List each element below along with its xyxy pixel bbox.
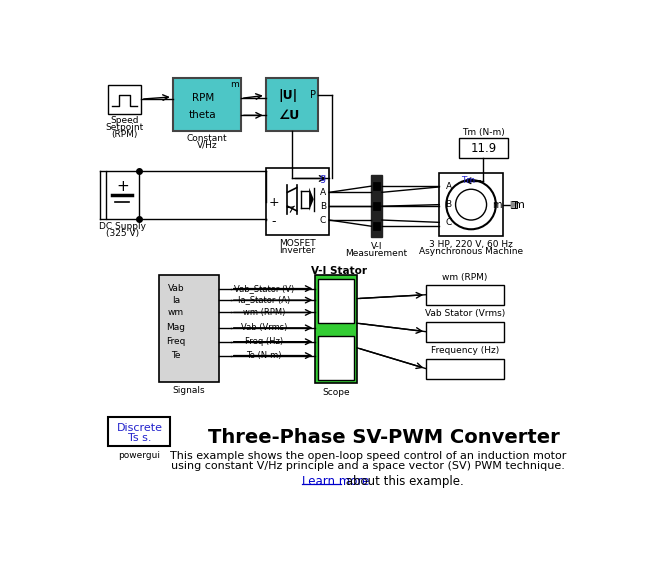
Text: ∠U: ∠U bbox=[278, 109, 299, 122]
Bar bbox=[266, 78, 318, 131]
Text: B: B bbox=[445, 200, 452, 209]
Text: Tm (N-m): Tm (N-m) bbox=[462, 128, 505, 137]
Text: Ia: Ia bbox=[172, 295, 180, 305]
Text: m: m bbox=[492, 200, 501, 210]
Bar bbox=[315, 275, 357, 383]
Text: V/Hz: V/Hz bbox=[196, 141, 217, 150]
Text: 11.9: 11.9 bbox=[471, 142, 497, 155]
Bar bbox=[109, 417, 170, 446]
Text: Learn more: Learn more bbox=[302, 475, 369, 488]
Text: |U|: |U| bbox=[279, 89, 298, 102]
Text: Scope: Scope bbox=[322, 388, 350, 397]
Text: Measurement: Measurement bbox=[345, 249, 408, 257]
Text: using constant V/Hz principle and a space vector (SV) PWM technique.: using constant V/Hz principle and a spac… bbox=[171, 461, 565, 471]
Text: Discrete: Discrete bbox=[116, 423, 162, 433]
Text: Frequency (Hz): Frequency (Hz) bbox=[431, 346, 499, 355]
Text: A: A bbox=[445, 183, 452, 191]
Bar bbox=[426, 321, 504, 342]
Circle shape bbox=[447, 180, 496, 229]
Bar bbox=[371, 175, 382, 237]
Text: Vab: Vab bbox=[168, 284, 184, 293]
Text: B: B bbox=[320, 202, 326, 211]
Bar bbox=[439, 173, 503, 236]
Text: theta: theta bbox=[189, 111, 216, 120]
Bar bbox=[426, 359, 504, 378]
Text: Te: Te bbox=[171, 351, 181, 360]
Bar bbox=[106, 170, 138, 218]
Text: powergui: powergui bbox=[118, 451, 161, 460]
Bar bbox=[372, 222, 380, 230]
Text: +: + bbox=[116, 179, 129, 194]
Text: Vab_Stator (V): Vab_Stator (V) bbox=[234, 284, 294, 293]
Text: Te (N-m): Te (N-m) bbox=[246, 351, 282, 360]
Text: Ts s.: Ts s. bbox=[127, 433, 151, 443]
Text: V-I Stator: V-I Stator bbox=[311, 266, 367, 276]
Bar bbox=[173, 78, 241, 131]
Text: m: m bbox=[230, 80, 239, 89]
Text: Mag: Mag bbox=[166, 323, 185, 332]
Text: Vab Stator (Vrms): Vab Stator (Vrms) bbox=[424, 309, 505, 319]
Bar bbox=[372, 202, 380, 210]
Polygon shape bbox=[511, 201, 517, 209]
Polygon shape bbox=[309, 188, 314, 211]
Bar bbox=[109, 85, 141, 114]
Text: g: g bbox=[319, 173, 326, 184]
Text: Speed: Speed bbox=[111, 116, 139, 125]
Bar bbox=[159, 275, 219, 382]
Text: wm (RPM): wm (RPM) bbox=[442, 272, 488, 282]
Text: about this example.: about this example. bbox=[342, 475, 463, 488]
Text: Inverter: Inverter bbox=[280, 247, 315, 255]
Text: Ia_Stator (A): Ia_Stator (A) bbox=[238, 295, 291, 305]
Text: (RPM): (RPM) bbox=[111, 130, 138, 139]
Text: -: - bbox=[271, 215, 276, 228]
Text: Setpoint: Setpoint bbox=[105, 123, 144, 132]
Bar bbox=[426, 285, 504, 305]
Text: Three-Phase SV-PWM Converter: Three-Phase SV-PWM Converter bbox=[207, 427, 560, 446]
Text: Freq (Hz): Freq (Hz) bbox=[245, 337, 283, 346]
Circle shape bbox=[456, 190, 487, 220]
Bar bbox=[372, 183, 380, 190]
Text: 3 HP, 220 V, 60 Hz: 3 HP, 220 V, 60 Hz bbox=[429, 240, 513, 249]
Text: V-I: V-I bbox=[370, 242, 382, 251]
Text: DC Supply: DC Supply bbox=[99, 222, 146, 232]
Text: Tm: Tm bbox=[461, 176, 475, 185]
Text: Signals: Signals bbox=[173, 386, 205, 396]
Bar bbox=[460, 138, 508, 158]
Text: Asynchronous Machine: Asynchronous Machine bbox=[419, 247, 523, 256]
Text: RPM: RPM bbox=[192, 93, 214, 103]
Text: (325 V): (325 V) bbox=[106, 229, 139, 238]
Text: wm (RPM): wm (RPM) bbox=[243, 308, 285, 317]
Text: A: A bbox=[320, 188, 326, 197]
Text: wm: wm bbox=[168, 308, 184, 317]
Text: MOSFET: MOSFET bbox=[279, 240, 316, 248]
Text: m: m bbox=[514, 200, 525, 210]
Text: +: + bbox=[268, 196, 279, 209]
Bar bbox=[266, 168, 330, 236]
Bar bbox=[511, 201, 517, 209]
Text: Vab (Vrms): Vab (Vrms) bbox=[241, 323, 287, 332]
Text: Freq: Freq bbox=[166, 337, 185, 346]
Text: P: P bbox=[310, 90, 316, 100]
Text: C: C bbox=[320, 215, 326, 225]
Text: This example shows the open-loop speed control of an induction motor: This example shows the open-loop speed c… bbox=[170, 450, 566, 461]
Bar bbox=[318, 336, 354, 380]
Text: Constant: Constant bbox=[187, 134, 227, 143]
Text: C: C bbox=[445, 218, 452, 227]
Bar bbox=[318, 279, 354, 323]
